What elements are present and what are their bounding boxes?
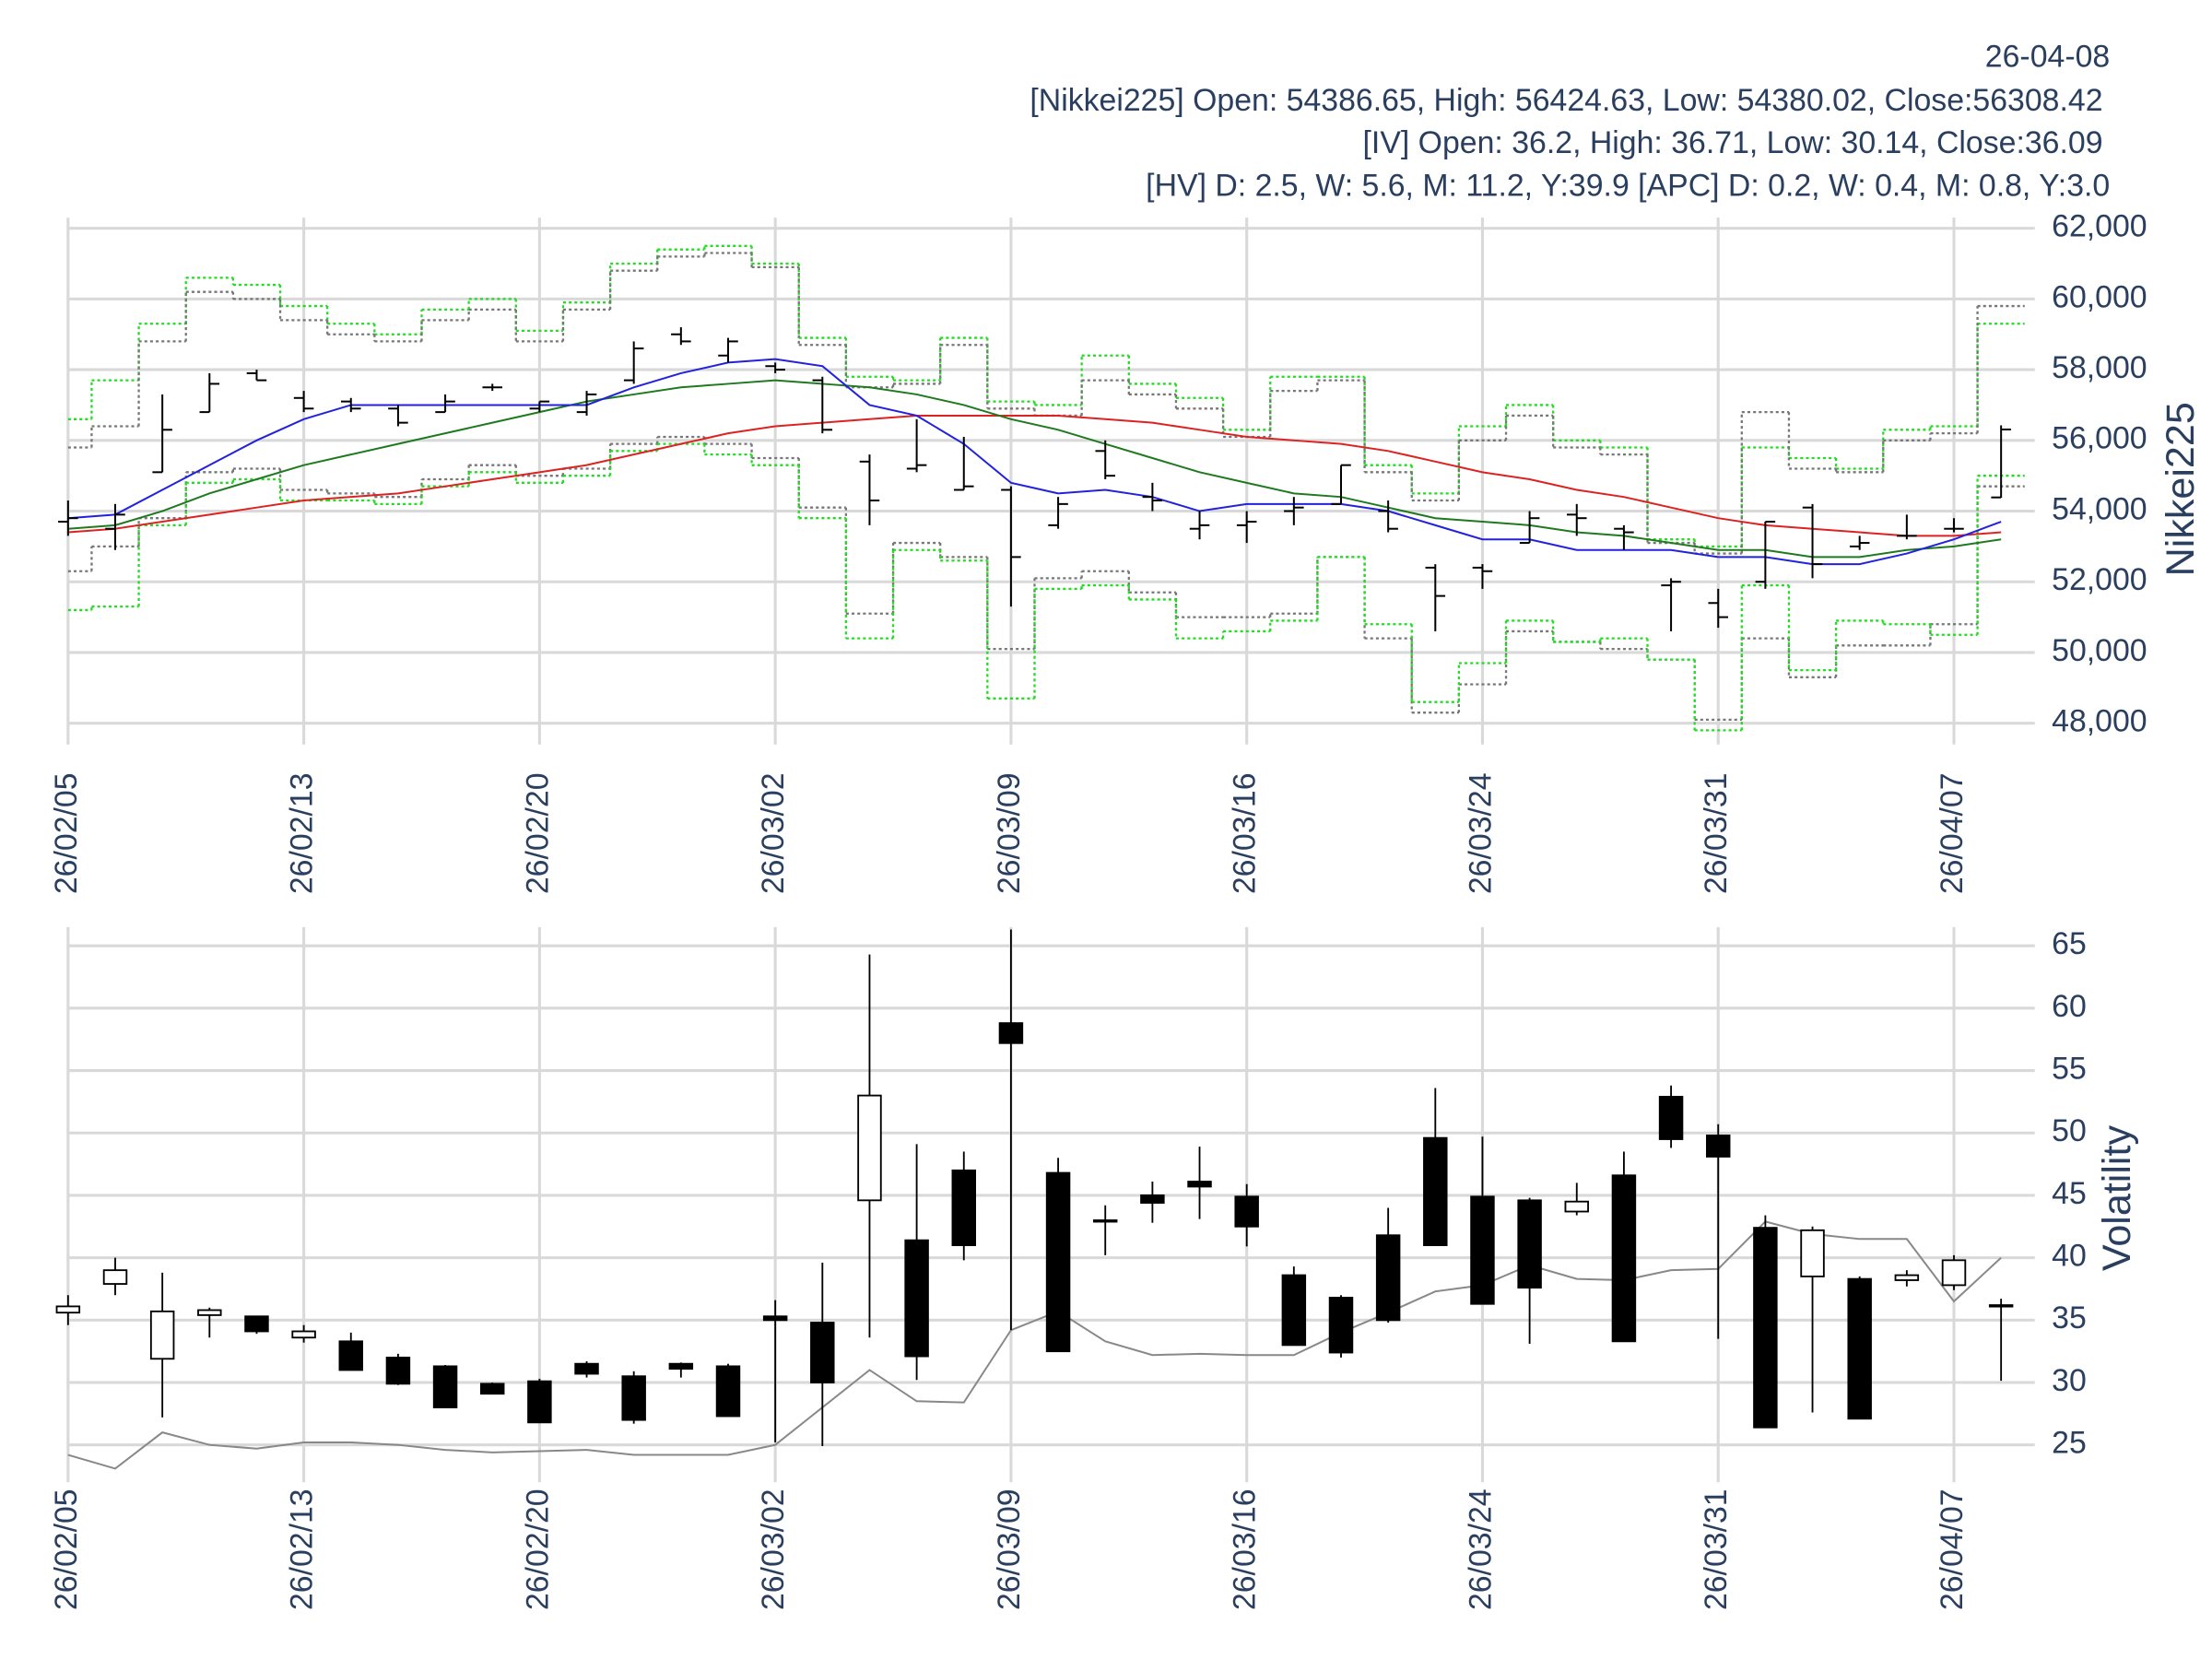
- x-tick-label: 26/04/07: [1935, 772, 1970, 894]
- line-series: [67, 379, 2002, 559]
- candle-body: [1753, 1227, 1778, 1429]
- x-tick-label: 26/02/05: [49, 1488, 84, 1610]
- candle-body: [904, 1239, 929, 1358]
- x-tick-label: 26/03/31: [1699, 772, 1734, 894]
- candle-body: [480, 1382, 505, 1395]
- candle-body: [527, 1380, 552, 1424]
- y-tick-label: 54,000: [2052, 491, 2147, 526]
- candle-body: [244, 1315, 269, 1333]
- x-tick-label: 26/02/05: [49, 772, 84, 894]
- candle-body: [715, 1365, 741, 1418]
- candle-body: [1800, 1229, 1825, 1277]
- x-tick-label: 26/03/16: [1228, 772, 1263, 894]
- x-tick-label: 26/03/09: [992, 1488, 1027, 1610]
- x-tick-label: 26/03/02: [756, 772, 791, 894]
- panel: 25 30 35 40 45 50 55 60 65 26/02/05 26/02/13 26/02/…: [49, 926, 2087, 1610]
- x-tick-label: 26/03/24: [1463, 772, 1498, 894]
- x-tick-label: 26/03/16: [1228, 1488, 1263, 1610]
- candle-body: [55, 1305, 81, 1314]
- y-tick-label: 58,000: [2052, 350, 2147, 385]
- y-tick-label: 45: [2052, 1176, 2087, 1211]
- y-tick-label: 52,000: [2052, 562, 2147, 597]
- candle-body: [1611, 1174, 1637, 1343]
- y-tick-label: 25: [2052, 1426, 2087, 1461]
- x-tick-label: 26/03/31: [1699, 1488, 1734, 1610]
- candle-body: [1941, 1259, 1967, 1287]
- line-series: [67, 1220, 2002, 1470]
- x-tick-label: 26/03/09: [992, 772, 1027, 894]
- candle-body: [1187, 1181, 1212, 1188]
- candle-body: [951, 1169, 976, 1247]
- candle-body: [291, 1330, 316, 1339]
- line-series: [67, 358, 2002, 566]
- y-tick-label: 60,000: [2052, 279, 2147, 314]
- candle-body: [574, 1362, 599, 1375]
- y-tick-label: 55: [2052, 1051, 2087, 1086]
- candle-body: [149, 1310, 175, 1360]
- candle-body: [1045, 1171, 1071, 1353]
- candle-body: [1658, 1096, 1684, 1140]
- header-line: [IV] Open: 36.2, High: 36.71, Low: 30.14…: [1363, 125, 2103, 160]
- header-line: [HV] D: 2.5, W: 5.6, M: 11.2, Y:39.9 [AP…: [1146, 168, 2110, 203]
- candle-body: [338, 1340, 363, 1371]
- candle-body: [621, 1375, 646, 1421]
- candle-body: [1894, 1274, 1920, 1281]
- y-tick-label: 62,000: [2052, 209, 2147, 244]
- candle-body: [1140, 1194, 1165, 1204]
- y-tick-label: 65: [2052, 926, 2087, 961]
- header-date: 26-04-08: [1985, 39, 2110, 74]
- candle-body: [102, 1269, 128, 1285]
- panel: 48,000 50,000 52,000 54,000 56,000 58,000 60,0…: [49, 209, 2147, 895]
- candle-body: [1328, 1297, 1354, 1354]
- candle-body: [810, 1322, 835, 1383]
- candle-body: [857, 1094, 882, 1202]
- line-series: [67, 414, 2002, 537]
- candle-body: [1093, 1219, 1118, 1223]
- candle-body: [197, 1309, 222, 1316]
- candle-body: [1847, 1277, 1872, 1420]
- y-tick-label: 56,000: [2052, 421, 2147, 456]
- y-tick-label: 40: [2052, 1239, 2087, 1274]
- y-tick-label: 48,000: [2052, 704, 2147, 739]
- x-tick-label: 26/04/07: [1935, 1488, 1970, 1610]
- x-tick-label: 26/02/20: [520, 772, 555, 894]
- y-tick-label: 50: [2052, 1113, 2087, 1148]
- candle-body: [998, 1022, 1024, 1044]
- header-line: [Nikkei225] Open: 54386.65, High: 56424.…: [1030, 83, 2102, 118]
- x-tick-label: 26/03/02: [756, 1488, 791, 1610]
- candle-body: [1281, 1274, 1307, 1347]
- candle-body: [1517, 1199, 1542, 1289]
- candle-body: [1564, 1200, 1590, 1213]
- y-tick-label: 60: [2052, 989, 2087, 1024]
- candle-body: [1423, 1136, 1448, 1247]
- y-tick-label: 35: [2052, 1300, 2087, 1335]
- x-tick-label: 26/02/13: [285, 1488, 320, 1610]
- y-axis-title: Volatility: [2095, 1125, 2139, 1271]
- candle-body: [668, 1362, 694, 1371]
- x-tick-label: 26/03/24: [1463, 1488, 1498, 1610]
- y-tick-label: 30: [2052, 1363, 2087, 1398]
- candle-body: [432, 1365, 458, 1408]
- candle-body: [385, 1357, 411, 1385]
- candle-body: [1706, 1135, 1731, 1158]
- y-tick-label: 50,000: [2052, 633, 2147, 668]
- candle-body: [1375, 1234, 1401, 1322]
- x-tick-label: 26/02/20: [520, 1488, 555, 1610]
- candle-body: [1234, 1195, 1259, 1228]
- y-axis-title: Nikkei225: [2159, 402, 2203, 576]
- candle-body: [1988, 1304, 2014, 1308]
- candle-body: [1470, 1195, 1495, 1305]
- x-tick-label: 26/02/13: [285, 772, 320, 894]
- candle-body: [762, 1315, 788, 1322]
